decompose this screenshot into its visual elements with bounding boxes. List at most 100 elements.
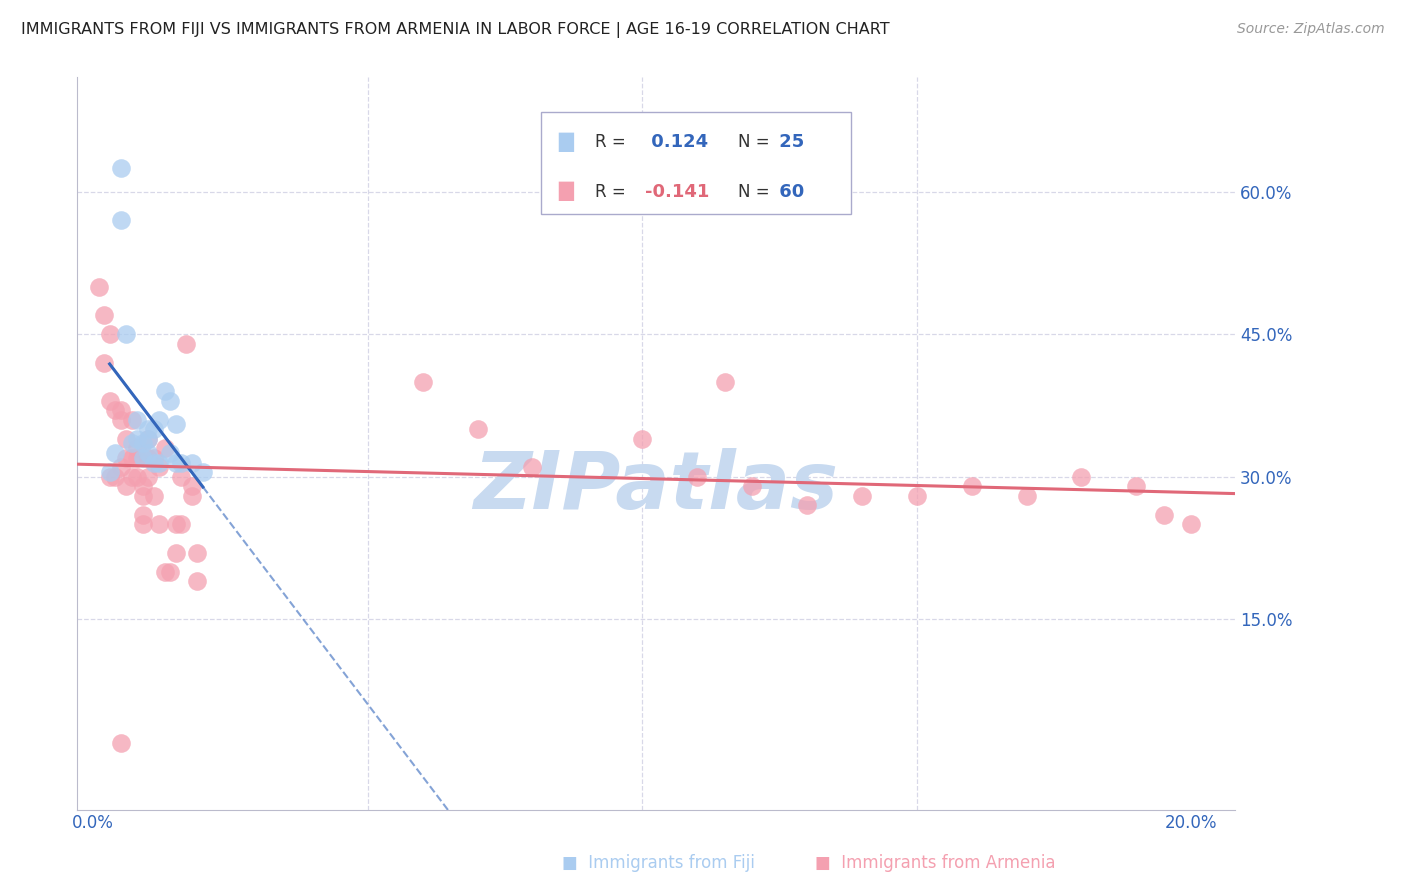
Point [136,422,159,436]
Text: R =: R = [595,133,626,152]
Point [148,413,170,427]
Point [191,465,214,479]
Text: N =: N = [738,133,769,152]
Text: ZIPatlas: ZIPatlas [474,449,838,526]
Point [142,489,165,503]
Point [110,213,132,227]
Text: IMMIGRANTS FROM FIJI VS IMMIGRANTS FROM ARMENIA IN LABOR FORCE | AGE 16-19 CORRE: IMMIGRANTS FROM FIJI VS IMMIGRANTS FROM … [21,22,890,38]
Point [148,517,170,532]
Point [93,356,115,370]
Point [467,422,489,436]
Text: 0.124: 0.124 [645,133,709,152]
Point [121,450,143,465]
Point [110,403,132,417]
Point [153,442,176,456]
Point [98,469,121,483]
Point [412,375,434,389]
Point [170,456,193,470]
Point [131,479,153,493]
Point [170,469,193,483]
Text: 25: 25 [773,133,804,152]
Point [136,446,159,460]
Point [170,517,193,532]
Point [104,403,127,417]
Point [159,565,181,579]
Point [104,446,127,460]
Point [121,469,143,483]
Point [125,432,148,446]
Point [87,279,110,293]
Text: -0.141: -0.141 [645,183,710,201]
Point [181,456,204,470]
Point [125,469,148,483]
Point [136,450,159,465]
Point [104,469,127,483]
Point [131,450,153,465]
Point [110,736,132,750]
Point [165,417,187,432]
Point [136,469,159,483]
Point [631,432,654,446]
Point [165,517,187,532]
Point [142,450,165,465]
Point [165,456,187,470]
Point [148,460,170,475]
Text: ■  Immigrants from Armenia: ■ Immigrants from Armenia [815,855,1056,872]
Text: █: █ [558,182,574,202]
Text: Source: ZipAtlas.com: Source: ZipAtlas.com [1237,22,1385,37]
Point [136,432,159,446]
Point [181,489,204,503]
Point [522,460,544,475]
Text: N =: N = [738,183,769,201]
Point [125,442,148,456]
Point [153,384,176,399]
Point [131,489,153,503]
Point [960,479,983,493]
Point [98,465,121,479]
Point [165,546,187,560]
Point [713,375,735,389]
Point [131,517,153,532]
Text: ■  Immigrants from Fiji: ■ Immigrants from Fiji [562,855,755,872]
Point [131,436,153,450]
Point [115,450,138,465]
Text: R =: R = [595,183,626,201]
Point [125,450,148,465]
Point [159,446,181,460]
Point [115,479,138,493]
Point [1153,508,1175,522]
Point [110,460,132,475]
Point [1125,479,1147,493]
Point [121,413,143,427]
Point [136,432,159,446]
Text: █: █ [558,133,574,152]
Point [98,393,121,408]
Point [121,436,143,450]
Point [176,336,198,351]
Point [115,327,138,342]
Point [131,508,153,522]
Point [110,161,132,175]
Point [1070,469,1092,483]
Point [153,565,176,579]
Point [110,413,132,427]
Point [148,456,170,470]
Text: 60: 60 [773,183,804,201]
Point [93,308,115,322]
Point [98,327,121,342]
Point [142,422,165,436]
Point [741,479,763,493]
Point [851,489,873,503]
Point [186,546,208,560]
Point [115,432,138,446]
Point [1180,517,1202,532]
Point [159,393,181,408]
Point [181,479,204,493]
Point [142,456,165,470]
Point [796,498,818,512]
Point [686,469,709,483]
Point [125,413,148,427]
Point [905,489,928,503]
Point [186,574,208,589]
Point [1015,489,1038,503]
